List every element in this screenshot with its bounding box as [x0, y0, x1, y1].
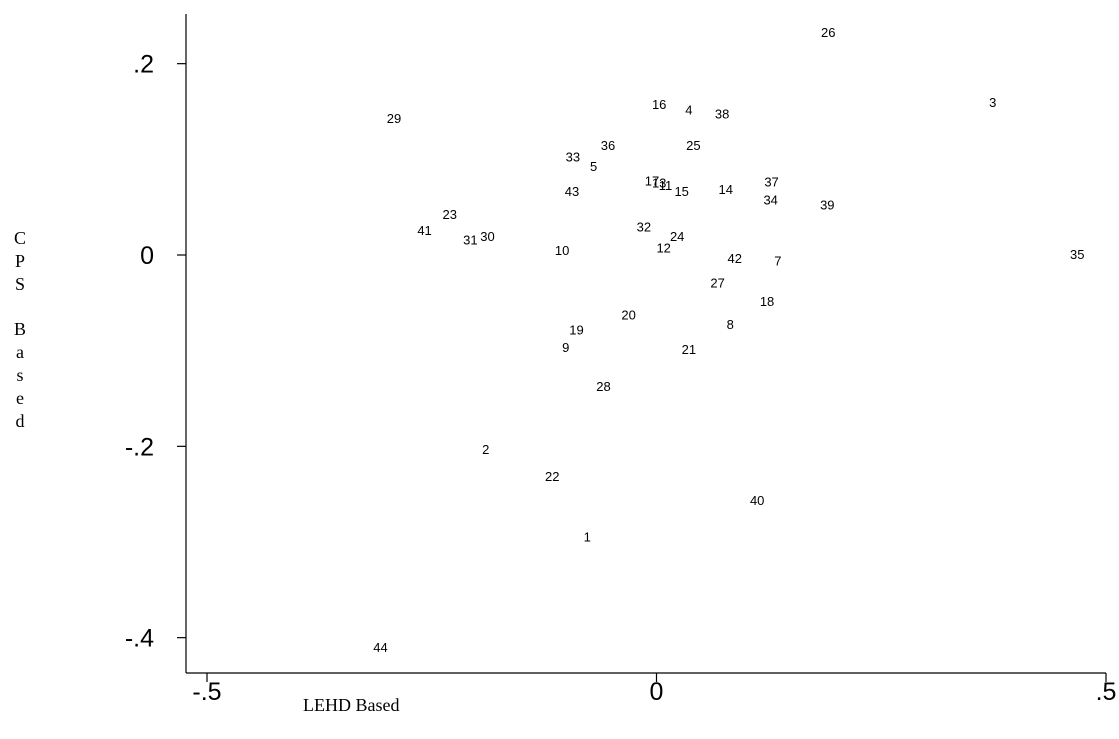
x-axis-title: LEHD Based [303, 695, 399, 715]
x-tick-label: .5 [1096, 678, 1117, 706]
data-point-label: 21 [682, 342, 696, 357]
data-point-label: 33 [566, 149, 580, 164]
y-axis-title-char: P [15, 251, 25, 271]
data-point-label: 40 [750, 493, 764, 508]
data-point-label: 17 [645, 173, 659, 188]
data-point-label: 42 [727, 251, 741, 266]
data-point-label: 11 [659, 178, 673, 193]
axes [185, 14, 1106, 674]
data-point-label: 39 [820, 197, 834, 212]
data-point-label: 43 [565, 184, 579, 199]
data-point-label: 25 [686, 138, 700, 153]
y-tick-label: -.2 [125, 433, 154, 461]
y-axis-title-char: e [16, 388, 24, 408]
data-point-label: 41 [417, 223, 431, 238]
data-point-label: 1 [584, 529, 591, 544]
data-point-label: 8 [727, 317, 734, 332]
x-axis-ticks: -.5 0 .5 [192, 673, 1116, 706]
data-point-label: 10 [555, 243, 569, 258]
data-point-label: 31 [463, 233, 477, 248]
y-axis-title-char: a [16, 342, 24, 362]
data-point-label: 14 [718, 182, 732, 197]
y-axis-ticks: .2 0 -.2 -.4 [125, 51, 186, 653]
data-point-label: 23 [442, 207, 456, 222]
x-tick-label: -.5 [192, 678, 221, 706]
y-axis-title-char: C [14, 228, 26, 248]
data-point-label: 7 [774, 254, 781, 269]
y-axis-title-char: S [15, 274, 25, 294]
y-axis-title-char: B [14, 319, 26, 339]
data-point-label: 15 [674, 184, 688, 199]
data-point-label: 26 [821, 25, 835, 40]
data-point-label: 9 [562, 340, 569, 355]
data-point-label: 22 [545, 469, 559, 484]
data-point-label: 3 [989, 95, 996, 110]
data-point-label: 29 [387, 111, 401, 126]
data-point-label: 32 [637, 219, 651, 234]
data-point-label: 12 [656, 240, 670, 255]
y-axis-title: CPS Based [14, 228, 26, 431]
data-point-label: 28 [596, 379, 610, 394]
y-tick-label: .2 [133, 51, 154, 79]
data-point-label: 34 [763, 193, 777, 208]
data-point-label: 16 [652, 97, 666, 112]
data-point-label: 5 [590, 159, 597, 174]
y-tick-label: 0 [140, 242, 154, 270]
data-point-label: 30 [480, 229, 494, 244]
data-point-label: 38 [715, 106, 729, 121]
y-axis-title-char: s [16, 365, 23, 385]
data-point-label: 37 [764, 174, 778, 189]
data-point-label: 24 [670, 229, 684, 244]
data-point-label: 44 [373, 640, 387, 655]
data-point-label: 2 [482, 442, 489, 457]
data-point-label: 13 [652, 175, 666, 190]
data-point-label: 19 [569, 323, 583, 338]
data-point-label: 20 [621, 307, 635, 322]
data-point-label: 27 [710, 276, 724, 291]
data-point-label: 4 [685, 103, 692, 118]
x-tick-label: 0 [650, 678, 664, 706]
y-tick-label: -.4 [125, 625, 154, 653]
data-point-label: 18 [760, 294, 774, 309]
data-point-label: 36 [601, 138, 615, 153]
data-point-label: 35 [1070, 247, 1084, 262]
y-axis-title-char: d [16, 411, 25, 431]
